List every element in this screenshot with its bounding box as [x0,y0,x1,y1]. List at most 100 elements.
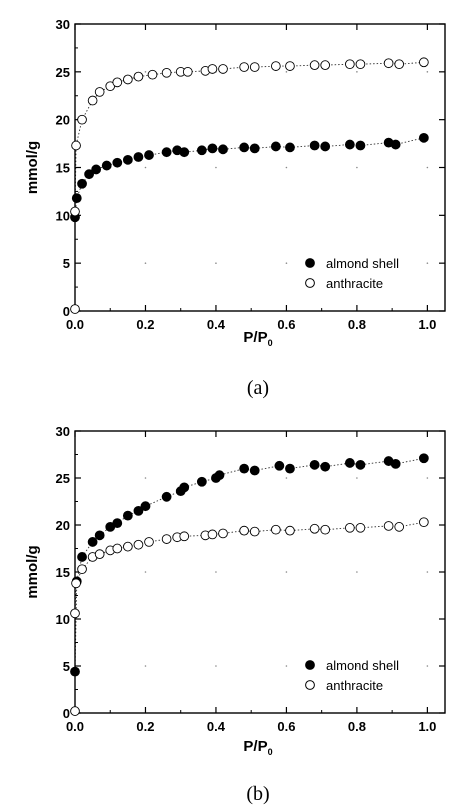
data-point-almond-shell [196,145,207,156]
legend-marker-almond-shell [305,660,315,670]
data-point-anthracite [71,578,81,589]
data-point-almond-shell [112,157,123,168]
y-tick-label: 0 [63,706,70,721]
grid-dot [144,665,147,667]
data-point-almond-shell [270,141,281,152]
data-point-almond-shell [144,150,154,160]
data-point-anthracite [320,60,331,70]
data-point-anthracite [383,521,394,531]
grid-dot [426,571,429,573]
data-point-almond-shell [133,152,144,162]
grid-dot [144,262,147,264]
data-point-anthracite [285,61,295,71]
x-tick-label: 0.6 [277,317,295,332]
x-tick-label: 0.2 [136,317,154,332]
y-tick-label: 15 [56,161,70,176]
grid-dot [285,262,288,264]
data-point-almond-shell [249,143,260,154]
grid-dot [426,71,429,73]
y-tick-label: 25 [56,471,70,486]
data-point-anthracite [355,522,366,533]
data-point-anthracite [112,77,123,88]
data-point-anthracite [161,67,172,78]
data-point-almond-shell [77,552,87,562]
legend-marker-almond-shell [305,258,315,268]
x-tick-label: 0.6 [277,719,295,734]
data-point-anthracite [123,541,133,552]
legend-label-anthracite: anthracite [326,678,383,693]
data-point-almond-shell [179,147,190,158]
data-point-almond-shell [133,506,144,516]
data-point-almond-shell [122,154,133,165]
data-point-almond-shell [94,530,105,541]
grid-dot [356,71,358,73]
grid-dot [426,262,429,264]
data-point-almond-shell [77,178,87,189]
grid-dot [144,571,147,573]
y-axis-label: mmol/g [24,545,41,598]
data-point-anthracite [94,549,105,559]
data-point-anthracite [355,59,366,70]
x-tick-label: 0.4 [207,719,226,734]
data-point-anthracite [123,74,133,85]
data-point-almond-shell [285,142,295,153]
data-point-anthracite [419,517,429,528]
data-point-almond-shell [390,139,401,150]
data-point-anthracite [239,525,249,536]
data-point-almond-shell [122,510,133,521]
data-point-anthracite [419,57,429,68]
data-point-almond-shell [84,169,94,180]
grid-dot [356,262,358,264]
grid-dot [215,571,217,573]
legend-label-almond-shell: almond shell [326,256,399,271]
grid-dot [356,571,358,573]
data-point-almond-shell [239,463,250,474]
data-point-anthracite [70,206,80,217]
data-point-almond-shell [214,470,225,481]
data-point-almond-shell [91,164,102,175]
data-point-almond-shell [70,666,80,677]
data-point-anthracite [133,71,144,82]
grid-dot [215,166,217,169]
data-point-anthracite [94,87,105,97]
data-point-anthracite [345,59,355,70]
data-point-anthracite [218,64,228,74]
grid-dot [285,71,288,73]
grid-dot [426,477,429,479]
grid-dot [285,477,288,479]
data-point-anthracite [309,523,320,534]
data-point-anthracite [144,537,154,547]
data-point-almond-shell [239,142,250,153]
data-point-anthracite [309,60,320,70]
data-point-almond-shell [140,501,151,512]
grid-dot [285,571,288,573]
chart-panel-b: 0 5 10 15 20 25 30 0.0 0.2 0.4 0.6 0.8 1.0 mmol/g P/P0… [24,424,446,805]
grid-dot [426,665,429,667]
data-point-anthracite [70,706,80,716]
panel-caption: (a) [247,377,269,399]
y-tick-label: 10 [56,208,70,223]
grid-dot [356,166,358,169]
x-tick-label: 0.8 [348,719,366,734]
data-point-almond-shell [87,537,98,547]
x-tick-label: 0.0 [66,719,84,734]
data-point-anthracite [271,61,281,71]
grid-dot [144,166,147,169]
fit-line-almond-shell [74,457,424,672]
data-point-anthracite [320,524,331,535]
data-point-almond-shell [101,160,112,171]
data-point-almond-shell [320,141,331,152]
data-point-anthracite [147,69,158,80]
data-point-anthracite [77,564,87,575]
x-tick-label: 0.2 [136,719,154,734]
y-tick-label: 30 [56,17,70,32]
data-point-anthracite [161,534,172,544]
data-point-anthracite [77,114,87,125]
legend-marker-anthracite [305,680,315,690]
y-tick-label: 0 [63,304,70,319]
legend-marker-anthracite [305,278,315,288]
data-point-anthracite [394,59,405,70]
fit-line-anthracite [74,521,424,712]
data-point-anthracite [133,539,144,550]
